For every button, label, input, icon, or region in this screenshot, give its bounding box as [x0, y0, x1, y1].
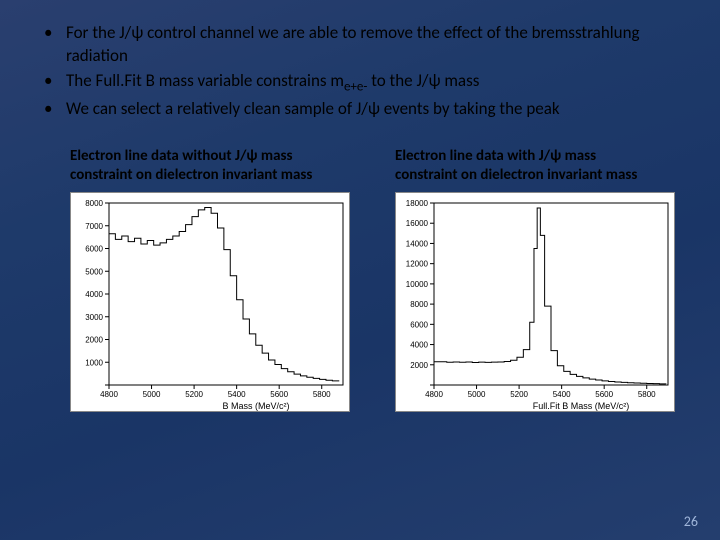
right-chart-column: Electron line data with J/ψ mass constra…	[395, 147, 684, 412]
svg-text:8000: 8000	[85, 199, 103, 208]
svg-text:5200: 5200	[185, 390, 203, 399]
svg-text:3000: 3000	[85, 313, 103, 322]
svg-text:6000: 6000	[85, 244, 103, 253]
svg-text:5800: 5800	[313, 390, 331, 399]
svg-text:14000: 14000	[406, 239, 429, 248]
left-chart-caption: Electron line data without J/ψ mass cons…	[70, 147, 359, 186]
svg-text:5600: 5600	[270, 390, 288, 399]
bullet-subscript: e+e-	[344, 79, 367, 94]
svg-text:6000: 6000	[410, 320, 428, 329]
right-chart: 2000 4000 6000 8000 10000 12000 14000 16000 1800…	[395, 192, 675, 412]
bullet-item: We can select a relatively clean sample …	[36, 98, 684, 121]
svg-text:1000: 1000	[85, 358, 103, 367]
bullet-text-post: to the J/ψ mass	[367, 70, 479, 91]
svg-text:5600: 5600	[595, 390, 613, 399]
svg-text:7000: 7000	[85, 222, 103, 231]
svg-text:B Mass (MeV/c²): B Mass (MeV/c²)	[222, 401, 289, 411]
svg-text:5400: 5400	[228, 390, 246, 399]
bullet-text: We can select a relatively clean sample …	[66, 98, 560, 119]
svg-text:5400: 5400	[553, 390, 571, 399]
page-number: 26	[684, 513, 698, 530]
svg-text:4800: 4800	[100, 390, 118, 399]
svg-text:16000: 16000	[406, 219, 429, 228]
left-chart: 1000 2000 3000 4000 5000 6000 7000 8000 4800 5000…	[70, 192, 350, 412]
svg-text:8000: 8000	[410, 300, 428, 309]
svg-text:2000: 2000	[85, 335, 103, 344]
svg-text:5800: 5800	[638, 390, 656, 399]
bullet-text: For the J/ψ control channel we are able …	[66, 22, 640, 66]
bullet-list: For the J/ψ control channel we are able …	[36, 22, 684, 121]
left-chart-column: Electron line data without J/ψ mass cons…	[70, 147, 359, 412]
svg-text:18000: 18000	[406, 199, 429, 208]
bullet-item: The Full.Fit B mass variable constrains …	[36, 70, 684, 96]
bullet-text-pre: The Full.Fit B mass variable constrains …	[66, 70, 344, 91]
svg-text:2000: 2000	[410, 361, 428, 370]
right-chart-caption: Electron line data with J/ψ mass constra…	[395, 147, 684, 186]
svg-text:5200: 5200	[510, 390, 528, 399]
svg-text:12000: 12000	[406, 259, 429, 268]
svg-text:10000: 10000	[406, 280, 429, 289]
svg-text:4000: 4000	[85, 290, 103, 299]
svg-text:5000: 5000	[143, 390, 161, 399]
svg-text:4000: 4000	[410, 340, 428, 349]
svg-text:Full.Fit B Mass (MeV/c²): Full.Fit B Mass (MeV/c²)	[533, 401, 630, 411]
svg-text:4800: 4800	[425, 390, 443, 399]
slide-content: For the J/ψ control channel we are able …	[0, 0, 720, 412]
svg-text:5000: 5000	[85, 267, 103, 276]
bullet-item: For the J/ψ control channel we are able …	[36, 22, 684, 68]
chart-row: Electron line data without J/ψ mass cons…	[36, 147, 684, 412]
svg-text:5000: 5000	[468, 390, 486, 399]
